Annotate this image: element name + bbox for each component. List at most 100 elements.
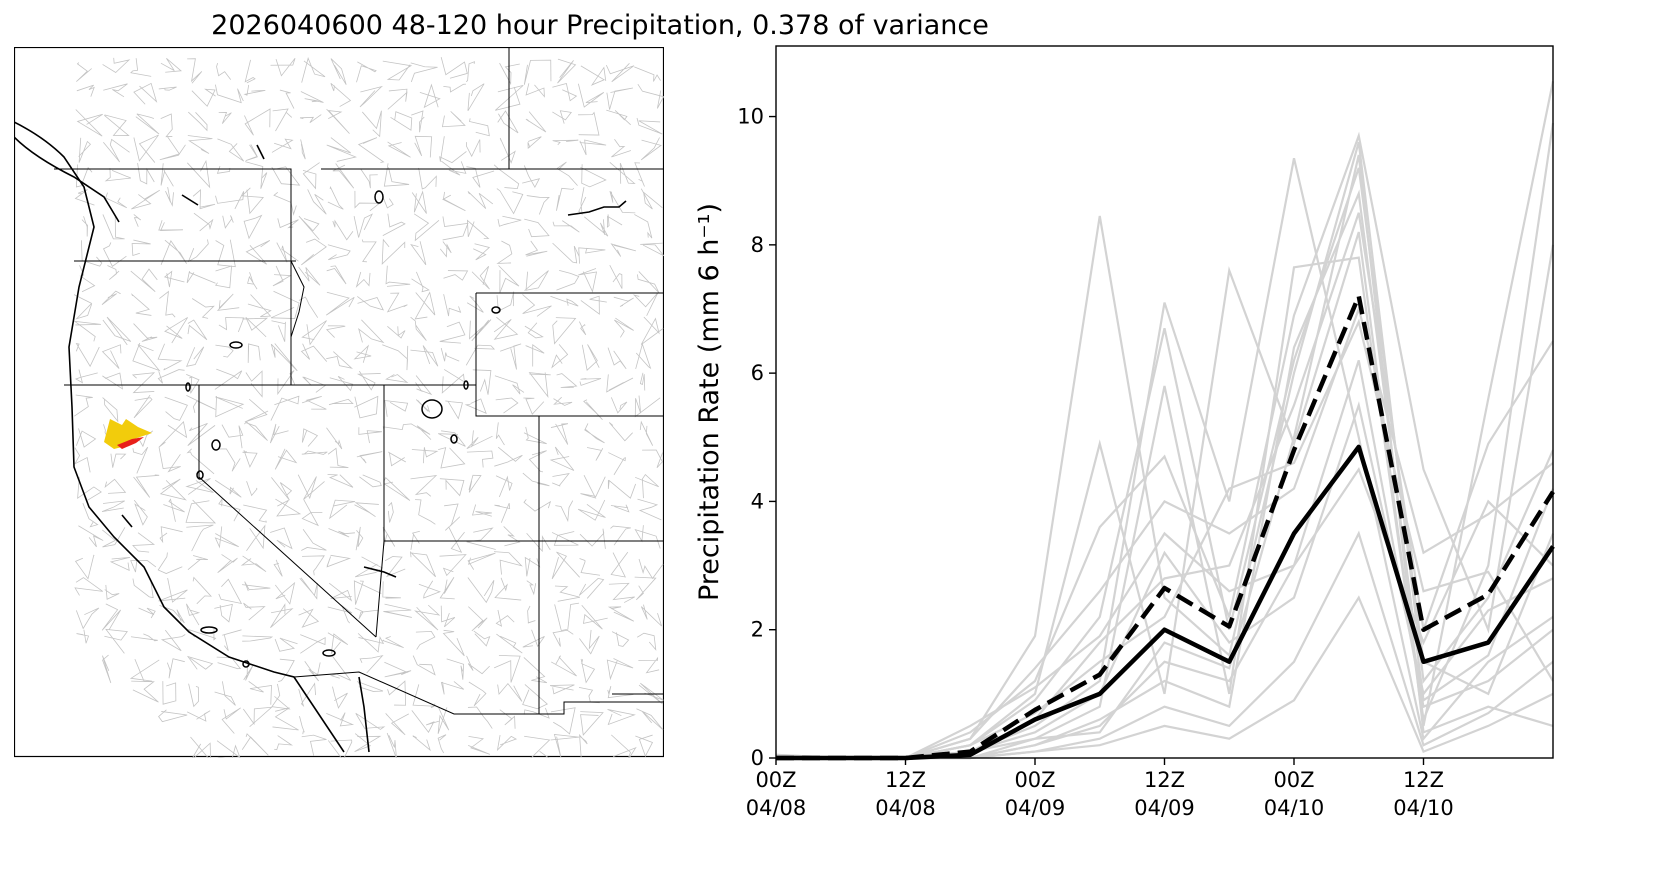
basin-boundary bbox=[465, 61, 476, 82]
member-line bbox=[776, 131, 1555, 760]
basin-boundary bbox=[386, 732, 397, 758]
basin-boundary bbox=[637, 271, 660, 294]
basin-boundary bbox=[550, 295, 579, 307]
basin-boundary bbox=[522, 294, 552, 317]
basin-boundary bbox=[634, 66, 661, 82]
basin-boundary bbox=[557, 58, 577, 84]
basin-boundary bbox=[104, 628, 128, 654]
basin-boundary bbox=[525, 344, 545, 367]
basin-boundary bbox=[162, 681, 177, 705]
basin-boundary bbox=[325, 325, 346, 338]
basin-boundary bbox=[634, 576, 657, 601]
basin-boundary bbox=[496, 188, 524, 215]
basin-boundary bbox=[637, 83, 664, 109]
basin-boundary bbox=[495, 475, 513, 498]
basin-boundary bbox=[387, 680, 407, 706]
basin-boundary bbox=[327, 244, 351, 261]
basin-boundary bbox=[606, 214, 623, 228]
basin-boundary bbox=[523, 59, 552, 85]
basin-boundary bbox=[214, 368, 243, 390]
basin-boundary bbox=[390, 111, 413, 131]
basin-boundary bbox=[439, 241, 452, 258]
x-tick-label-time: 00Z bbox=[1014, 768, 1055, 792]
basin-boundary bbox=[298, 608, 320, 628]
basin-boundary bbox=[277, 218, 299, 229]
basin-boundary bbox=[133, 474, 160, 498]
basin-boundary bbox=[496, 291, 515, 312]
basin-boundary bbox=[415, 499, 436, 525]
basin-boundary bbox=[579, 378, 602, 386]
basin-boundary bbox=[76, 84, 95, 97]
member-line bbox=[776, 81, 1555, 760]
basin-boundary bbox=[244, 59, 256, 84]
basin-boundary bbox=[439, 577, 455, 600]
basin-boundary bbox=[635, 734, 654, 758]
basin-boundary bbox=[495, 609, 515, 627]
basin-boundary bbox=[218, 317, 245, 333]
basin-boundary bbox=[242, 635, 274, 642]
basin-boundary bbox=[523, 707, 550, 719]
basin-boundary bbox=[634, 162, 645, 187]
basin-boundary bbox=[104, 168, 132, 182]
basin-boundary bbox=[636, 117, 663, 135]
basin-boundary bbox=[218, 578, 243, 605]
basin-boundary bbox=[245, 144, 258, 162]
basin-boundary bbox=[186, 271, 216, 284]
basin-boundary bbox=[216, 63, 232, 80]
basin-boundary bbox=[385, 713, 409, 736]
basin-boundary bbox=[409, 551, 436, 578]
basin-boundary bbox=[277, 370, 296, 396]
basin-boundary bbox=[242, 581, 271, 592]
basin-boundary bbox=[158, 220, 183, 232]
basin-boundary bbox=[384, 661, 412, 678]
basin-boundary bbox=[526, 195, 550, 215]
basin-boundary bbox=[270, 603, 294, 629]
basin-boundary bbox=[186, 603, 201, 626]
basin-boundary bbox=[297, 474, 325, 500]
basin-boundary bbox=[497, 215, 522, 227]
basin-boundary bbox=[554, 602, 580, 631]
basin-boundary bbox=[386, 292, 408, 313]
basin-boundary bbox=[522, 165, 541, 188]
basin-boundary bbox=[528, 372, 551, 398]
basin-boundary bbox=[244, 421, 268, 441]
basin-boundary bbox=[326, 265, 347, 285]
basin-boundary bbox=[131, 680, 159, 703]
basin-boundary bbox=[160, 629, 186, 652]
basin-boundary bbox=[299, 577, 318, 600]
basin-boundary bbox=[437, 734, 447, 754]
basin-boundary bbox=[102, 214, 125, 240]
member-line bbox=[776, 305, 1554, 760]
basin-boundary bbox=[222, 629, 242, 652]
basin-boundary bbox=[638, 682, 664, 705]
basin-boundary bbox=[471, 504, 492, 517]
basin-boundary bbox=[586, 447, 604, 461]
basin-boundary bbox=[271, 320, 286, 342]
member-line bbox=[776, 212, 1554, 760]
basin-boundary bbox=[132, 532, 156, 553]
basin-boundary bbox=[608, 582, 635, 603]
basin-boundary bbox=[419, 83, 441, 109]
basin-boundary bbox=[580, 658, 596, 684]
basin-boundary bbox=[580, 65, 607, 86]
basin-boundary bbox=[214, 479, 242, 498]
basin-boundary bbox=[387, 88, 408, 110]
x-tick-label-time: 12Z bbox=[1144, 768, 1185, 792]
basin-boundary bbox=[382, 213, 406, 236]
basin-boundary bbox=[552, 220, 580, 233]
member-line bbox=[776, 530, 1554, 760]
basin-boundary bbox=[74, 369, 98, 384]
basin-boundary bbox=[157, 369, 185, 384]
basin-boundary bbox=[215, 344, 234, 358]
basin-boundary bbox=[383, 163, 410, 187]
basin-boundary bbox=[443, 294, 462, 317]
basin-boundary bbox=[466, 655, 490, 675]
basin-boundary bbox=[439, 478, 465, 497]
basin-boundary bbox=[75, 607, 100, 630]
basin-boundary bbox=[412, 735, 431, 752]
basin-boundary bbox=[469, 319, 492, 342]
basin-boundary bbox=[133, 214, 142, 227]
basin-boundary bbox=[552, 317, 577, 345]
basin-boundary bbox=[300, 634, 326, 654]
basin-boundary bbox=[160, 163, 174, 187]
